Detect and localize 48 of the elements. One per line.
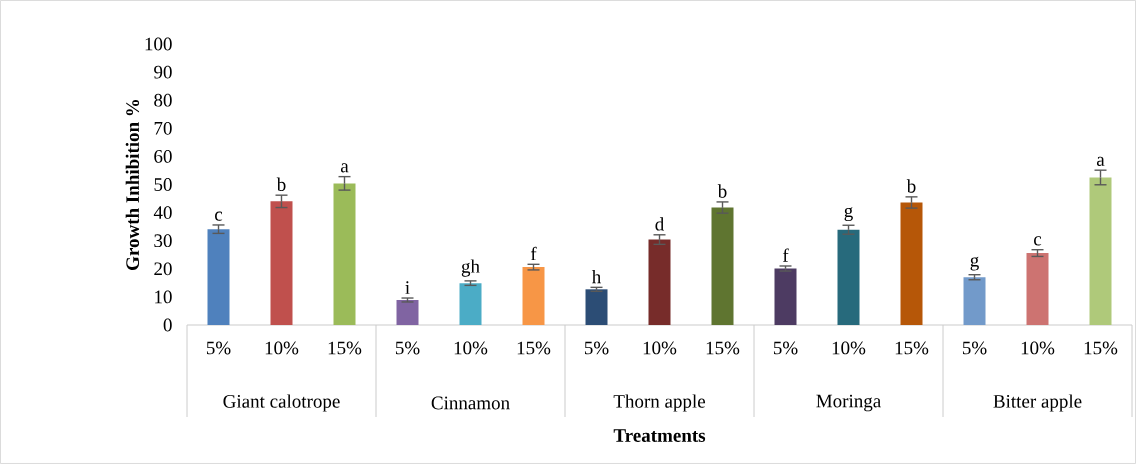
x-tick-label: 15% <box>895 341 929 355</box>
data-label: a <box>1096 156 1105 166</box>
x-tick-label: 5% <box>206 341 231 355</box>
data-label: g <box>970 256 979 271</box>
text: Bitter apple <box>993 394 1082 412</box>
data-label: b <box>717 184 727 198</box>
data-label: a <box>340 163 349 173</box>
x-tick-label: 10% <box>454 341 488 355</box>
y-tick-label: 0 <box>163 318 172 332</box>
data-label: i <box>405 281 410 294</box>
x-axis-title: Treatments <box>613 429 706 442</box>
x-tick-label: 15% <box>706 341 740 355</box>
data-label: b <box>276 177 286 191</box>
data-label: d <box>655 217 665 231</box>
x-tick-label: 15% <box>328 341 362 355</box>
x-tick-label: 5% <box>773 341 798 355</box>
text: Thorn apple <box>613 394 706 412</box>
x-tick-label: 15% <box>517 341 551 355</box>
data-label: h <box>591 269 602 284</box>
x-tick-label: 10% <box>1021 341 1055 355</box>
x-tick-label: 5% <box>584 341 609 355</box>
data-label: g <box>844 207 853 222</box>
x-tick-label: 10% <box>643 341 677 355</box>
y-tick-label: 100 <box>145 37 172 51</box>
x-tick-label: 5% <box>395 341 420 355</box>
data-label: gh <box>461 259 480 277</box>
y-tick-label: 60 <box>154 150 172 163</box>
data-label: c <box>1034 236 1042 246</box>
text: Giant calotrope <box>223 394 340 412</box>
data-label: c <box>215 211 223 221</box>
y-tick-label: 50 <box>154 178 172 191</box>
y-tick-label: 30 <box>154 234 172 248</box>
data-label: f <box>782 248 789 262</box>
data-label: b <box>906 179 916 193</box>
text: Cinnamon <box>431 396 510 410</box>
y-tick-label: 40 <box>153 206 172 220</box>
y-tick-label: 20 <box>154 262 172 276</box>
y-tick-label: 70 <box>154 121 172 135</box>
data-label: f <box>530 246 537 261</box>
x-tick-label: 10% <box>265 341 299 355</box>
y-tick-label: 80 <box>154 93 172 107</box>
x-tick-label: 10% <box>832 341 866 355</box>
x-tick-label: 5% <box>962 341 987 355</box>
y-tick-label: 90 <box>154 65 172 79</box>
x-tick-label: 15% <box>1084 341 1118 355</box>
y-tick-label: 10 <box>155 290 172 304</box>
text: Moringa <box>816 394 881 412</box>
y-axis-title: Growth Inhibition % <box>125 99 140 270</box>
